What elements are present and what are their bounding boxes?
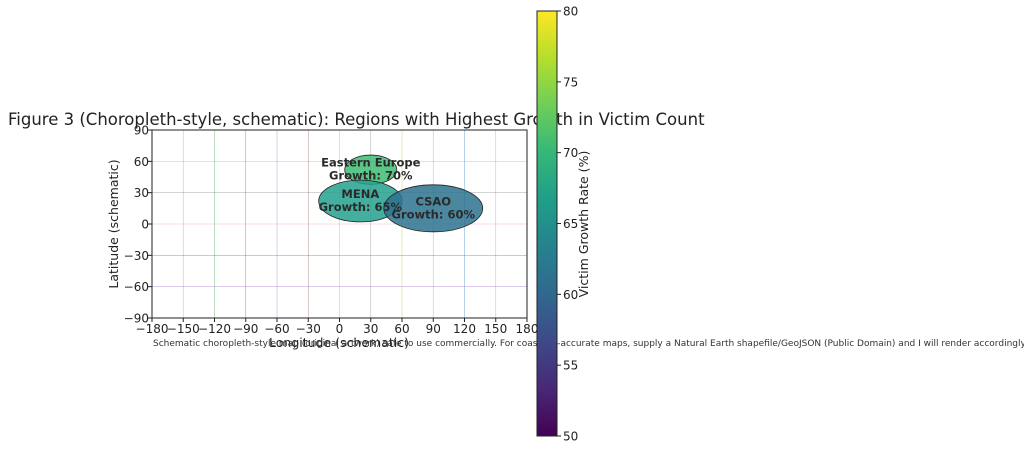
- x-tick-label: −120: [198, 322, 231, 336]
- region-growth-label: Growth: 60%: [392, 207, 476, 221]
- x-tick-label: 0: [336, 322, 344, 336]
- footnote: Schematic choropleth-style map (original…: [153, 339, 1024, 349]
- x-tick-label: 120: [453, 322, 476, 336]
- x-tick-label: −180: [136, 322, 169, 336]
- x-tick-label: 150: [484, 322, 507, 336]
- region-shapes: [318, 154, 484, 233]
- colorbar-tick-label: 75: [563, 75, 578, 89]
- x-tick-label: −30: [296, 322, 321, 336]
- colorbar-tick-label: 50: [563, 430, 578, 444]
- region-csao: [383, 184, 484, 233]
- colorbar: [536, 10, 558, 437]
- chart-title: Figure 3 (Choropleth-style, schematic): …: [8, 110, 705, 129]
- y-tick-label: −30: [124, 249, 149, 263]
- region-growth-label: Growth: 70%: [329, 169, 413, 183]
- y-axis-label: Latitude (schematic): [106, 159, 121, 288]
- y-tick-label: −90: [124, 312, 149, 326]
- y-tick-label: 90: [134, 124, 149, 138]
- colorbar-tick-label: 55: [563, 359, 578, 373]
- x-tick-label: 60: [394, 322, 409, 336]
- colorbar-tick-label: 70: [563, 146, 578, 160]
- x-tick-label: 30: [363, 322, 378, 336]
- y-tick-label: 30: [134, 186, 149, 200]
- colorbar-label: Victim Growth Rate (%): [576, 151, 591, 298]
- x-tick-label: −60: [264, 322, 289, 336]
- colorbar-tick-label: 65: [563, 217, 578, 231]
- region-name-label: Eastern Europe: [321, 156, 420, 170]
- region-name-label: MENA: [341, 187, 379, 201]
- x-axis-ticks: −180−150−120 −90 −60 −30 0 30 60 90 120 150 180: [136, 318, 539, 336]
- region-growth-label: Growth: 65%: [319, 200, 403, 214]
- x-tick-label: −90: [233, 322, 258, 336]
- y-tick-label: 60: [134, 155, 149, 169]
- region-name-label: CSAO: [415, 194, 451, 208]
- colorbar-tick-label: 80: [563, 5, 578, 19]
- x-tick-label: 90: [426, 322, 441, 336]
- y-axis-ticks: −90 −60 −30 0 30 60 90: [124, 124, 152, 326]
- colorbar-ticks: 50 55 60 65 70 75 80: [557, 5, 578, 444]
- y-tick-label: 0: [141, 218, 149, 232]
- y-tick-label: −60: [124, 280, 149, 294]
- colorbar-tick-label: 60: [563, 288, 578, 302]
- x-axis-label: Longitude (schematic): [269, 335, 409, 350]
- x-tick-label: 180: [516, 322, 539, 336]
- x-tick-label: −150: [167, 322, 200, 336]
